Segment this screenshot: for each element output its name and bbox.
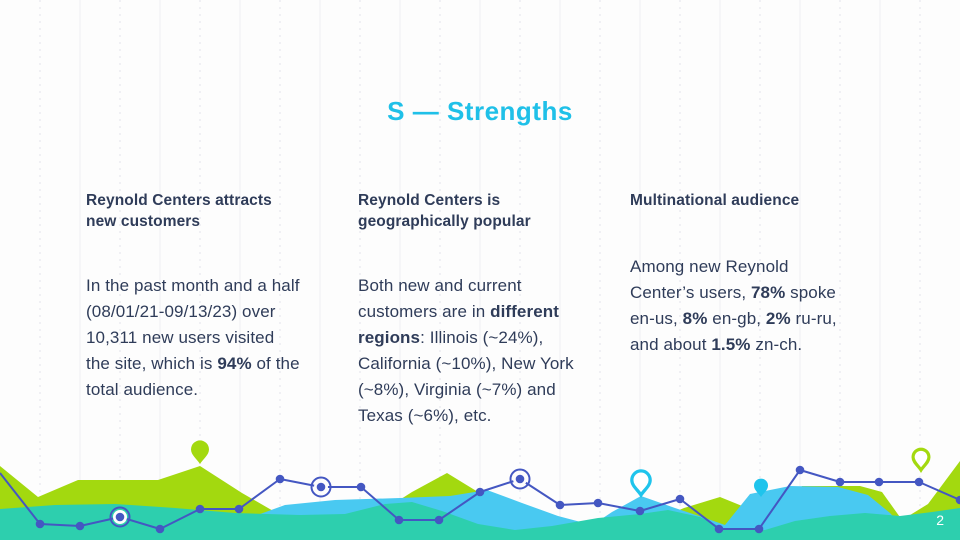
data-point-dot: [155, 524, 165, 534]
data-point-dot: [914, 477, 924, 487]
data-point-dot: [555, 500, 565, 510]
map-pin-outline-cyan-icon: [630, 469, 652, 499]
data-point-dot: [394, 515, 404, 525]
column-new-customers: Reynold Centers attracts new customers I…: [86, 190, 300, 440]
data-point-dot: [955, 495, 960, 505]
column-body: In the past month and a half (08/01/21-0…: [86, 276, 300, 399]
data-point-dot: [35, 519, 45, 529]
map-pin-solid-green-icon: [191, 440, 209, 464]
data-point-dot: [795, 465, 805, 475]
data-point-dot: [316, 482, 326, 492]
data-point-dot: [835, 477, 845, 487]
ring-marker-icon: [310, 476, 332, 498]
data-point-dot: [874, 477, 884, 487]
data-point-dot: [714, 524, 724, 534]
ring-marker-icon: [109, 506, 131, 528]
data-point-dot: [675, 494, 685, 504]
data-point-dot: [75, 521, 85, 531]
map-pin-solid-cyan-icon: [753, 478, 769, 497]
data-point-dot: [275, 474, 285, 484]
data-point-dot: [195, 504, 205, 514]
slide-title: S — Strengths: [387, 96, 573, 126]
data-point-dot: [234, 504, 244, 514]
dots-layer: [35, 465, 960, 534]
column-header: Reynold Centers attracts new customers: [86, 192, 272, 230]
data-point-dot: [754, 524, 764, 534]
highlight-rings: [109, 468, 531, 528]
map-pin-outline-lime-icon: [911, 447, 931, 473]
column-body: Among new Reynold Center’s users, 78% sp…: [630, 257, 837, 354]
column-header: Multinational audience: [630, 192, 800, 209]
column-geographically-popular: Reynold Centers is geographically popula…: [358, 190, 592, 440]
column-multinational-audience: Multinational audience Among new Reynold…: [630, 190, 842, 440]
column-header: Reynold Centers is geographically popula…: [358, 192, 531, 230]
data-point-dot: [434, 515, 444, 525]
data-point-dot: [515, 474, 525, 484]
data-point-dot: [635, 506, 645, 516]
footer-decoration-chart: [0, 440, 960, 540]
data-point-dot: [593, 498, 603, 508]
data-point-dot: [475, 487, 485, 497]
pins-layer: [191, 440, 931, 499]
data-point-dot: [115, 512, 125, 522]
data-point-dot: [356, 482, 366, 492]
page-number: 2: [936, 512, 944, 528]
ring-marker-icon: [509, 468, 531, 490]
column-body: Both new and current customers are in di…: [358, 276, 574, 425]
